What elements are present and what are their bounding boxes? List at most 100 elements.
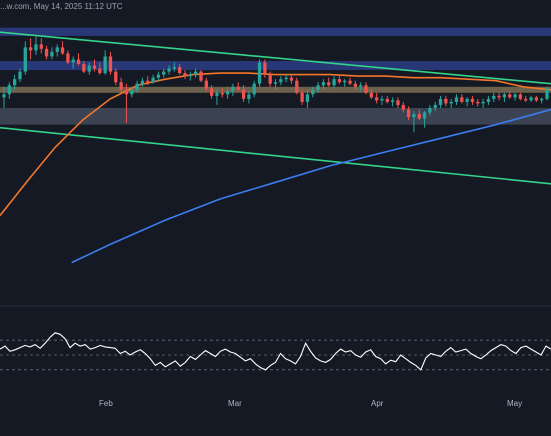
candle-body [476,101,480,104]
candle-body [60,47,65,54]
candle-body [18,71,22,80]
candle-body [332,79,336,86]
candle-body [486,98,491,102]
candle-body [2,94,6,98]
candle-body [465,98,469,102]
candle-body [513,94,517,98]
candle-body [454,97,459,102]
candle-body [98,68,102,74]
candle-body [460,97,464,102]
candle-body [162,71,166,75]
rsi-line [0,332,551,371]
candle-body [449,101,453,104]
candle-body [412,114,416,118]
candle-body [374,97,379,101]
candle-body [321,82,326,86]
candle-body [263,62,267,75]
candle-body [268,74,272,84]
candle-body [497,95,501,98]
candle-body [518,94,523,99]
candle-body [417,114,421,119]
candle-body [66,53,70,63]
candle-body [28,47,33,51]
candle-body [348,80,352,84]
candle-body [327,82,331,86]
candle-body [241,89,246,99]
candle-body [135,83,139,90]
candle-body [50,51,54,57]
candle-body [444,98,448,104]
candle-body [508,94,512,98]
resistance-zone [0,60,551,71]
support-zone [0,107,551,125]
candle-body [422,112,427,119]
candle-body [369,92,373,98]
candle-body [119,82,123,90]
candle-body [337,79,342,83]
candle-body [524,98,528,101]
candle-body [438,98,443,105]
candle-body [220,92,224,95]
candle-body [353,83,358,87]
candle-body [7,85,11,95]
candle-body [470,98,475,102]
candle-body [34,44,38,51]
candle-body [183,73,187,77]
candle-body [481,101,485,104]
candle-body [209,88,214,96]
candle-body [289,77,294,81]
candle-body [236,86,240,90]
candle-body [188,74,192,77]
candle-body [140,80,145,84]
candle-body [146,80,150,83]
candle-body [130,89,134,95]
candle-body [396,100,400,105]
candle-body [534,97,539,101]
candle-body [103,56,107,74]
candle-body [364,85,368,93]
candle-body [12,79,17,86]
candle-body [151,77,155,83]
x-tick-label-feb: Feb [99,399,113,408]
candle-body [44,48,49,57]
candle-body [178,67,182,74]
candle-body [82,64,86,72]
upper-resistance-zone [0,27,551,36]
candle-body [359,85,363,87]
candle-body [87,65,91,72]
candle-body [502,94,507,98]
candle-body [295,80,299,93]
lower-trendline [0,126,551,185]
candle-body [428,107,432,113]
candle-body [108,56,113,72]
candle-body [172,67,177,69]
candle-body [193,71,198,75]
x-tick-label-apr: Apr [371,399,384,408]
candle-body [247,94,251,99]
candle-body [529,97,533,101]
candle-body [284,77,288,80]
candle-body [231,86,235,92]
candle-body [215,92,219,96]
candle-body [433,104,437,108]
candle-body [124,89,129,95]
candle-body [273,82,278,84]
candle-body [114,71,118,83]
candle-body [540,98,544,101]
candle-body [204,80,208,89]
candle-body [385,98,389,102]
candle-body [390,100,395,102]
candle-body [492,95,496,99]
candle-body [311,89,315,95]
candle-body [545,88,549,99]
candle-body [167,68,171,72]
candle-body [71,59,75,63]
candle-body [55,47,59,52]
candle-body [92,65,97,69]
candle-body [76,59,81,65]
candle-body [316,85,320,90]
upper-trendline [0,31,551,85]
candle-body [305,94,310,102]
